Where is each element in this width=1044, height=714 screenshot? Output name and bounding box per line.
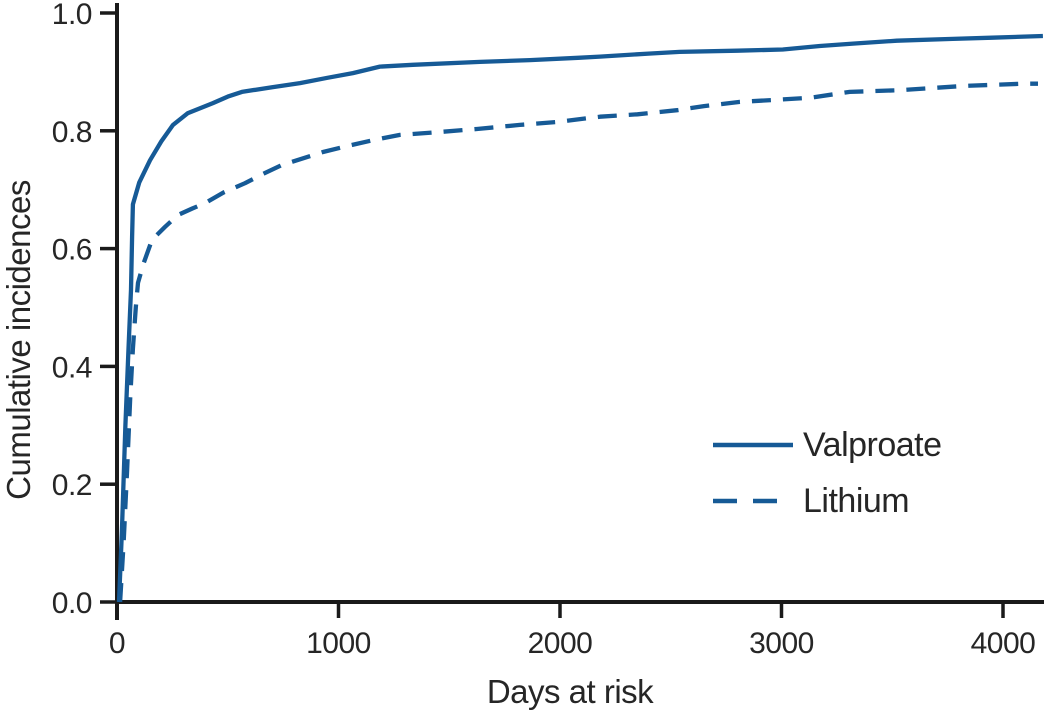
y-tick-label: 0.2 [52,469,92,502]
x-tick-label: 0 [109,627,125,660]
legend-valproate-label: Valproate [803,426,942,464]
x-axis-title: Days at risk [487,673,654,710]
y-tick-label: 0.0 [52,587,92,620]
curve-valproate [116,33,1043,603]
y-tick-label: 0.4 [52,351,92,384]
axis-ticks: 0 1000 2000 3000 4000 0.0 0.2 0.4 0.6 0.8 1.0 [52,0,1036,660]
legend-lithium-label: Lithium [803,482,909,520]
x-tick-label: 1000 [306,627,371,660]
data-curves [116,33,1043,603]
y-tick-label: 0.8 [52,116,92,149]
curve-lithium [117,81,1038,603]
x-tick-label: 4000 [971,627,1036,660]
y-axis-title: Cumulative incidences [0,180,37,500]
x-tick-label: 2000 [528,627,593,660]
legend: Valproate Lithium [713,426,942,520]
x-tick-label: 3000 [749,627,814,660]
y-tick-label: 0.6 [52,234,92,267]
y-tick-label: 1.0 [52,0,92,31]
